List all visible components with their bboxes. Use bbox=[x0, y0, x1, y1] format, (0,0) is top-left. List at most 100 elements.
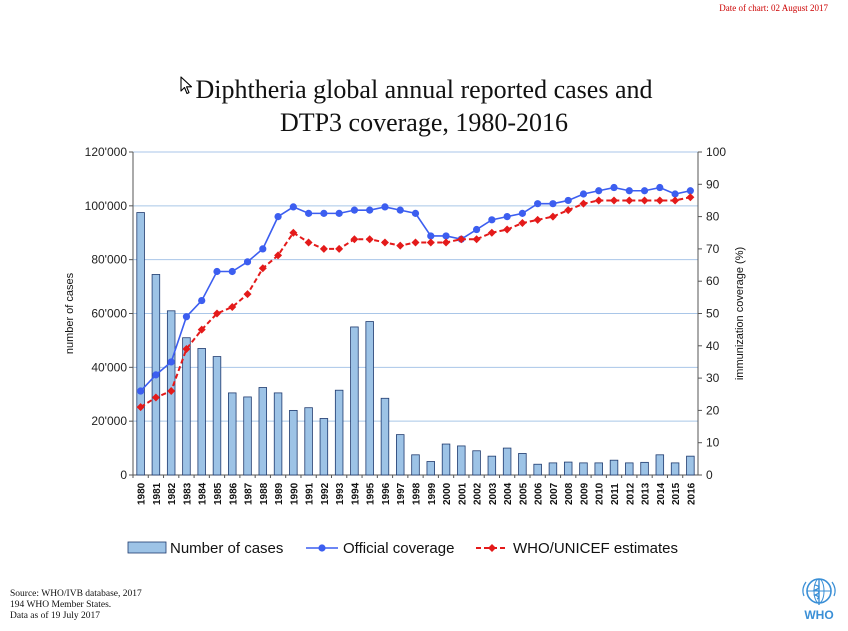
x-tick-label: 1984 bbox=[198, 482, 209, 505]
estimates-marker bbox=[503, 225, 512, 234]
official-coverage-marker bbox=[198, 296, 206, 305]
bar bbox=[350, 326, 359, 476]
y-tick-label: 100'000 bbox=[85, 199, 128, 213]
bar bbox=[625, 462, 634, 476]
x-tick-label: 2003 bbox=[488, 482, 499, 505]
official-coverage-marker bbox=[686, 187, 694, 195]
estimates-marker bbox=[564, 206, 573, 215]
estimates-line bbox=[140, 196, 691, 409]
official-coverage-marker bbox=[534, 200, 542, 208]
legend-swatch-cases bbox=[127, 541, 167, 554]
estimates-marker bbox=[548, 212, 557, 221]
bar bbox=[686, 455, 695, 476]
official-coverage-marker bbox=[137, 387, 145, 395]
x-tick-label: 1996 bbox=[381, 482, 392, 505]
estimates-marker bbox=[625, 196, 634, 205]
official-coverage-marker bbox=[656, 183, 664, 192]
y2-tick-label: 40 bbox=[706, 339, 720, 353]
estimates-marker bbox=[655, 196, 664, 205]
official-coverage-marker bbox=[350, 206, 359, 214]
x-tick-label: 1987 bbox=[244, 482, 255, 505]
x-tick-label: 2012 bbox=[625, 482, 636, 505]
bar bbox=[289, 409, 298, 476]
y2-tick-label: 60 bbox=[706, 274, 720, 288]
source-line-2: 194 WHO Member States. bbox=[10, 600, 112, 610]
estimates-marker bbox=[426, 238, 435, 247]
bar bbox=[258, 387, 268, 476]
official-coverage-marker bbox=[640, 187, 649, 195]
estimates-marker bbox=[212, 309, 221, 318]
source-line-1: Source: WHO/IVB database, 2017 bbox=[10, 589, 142, 599]
bar bbox=[441, 443, 451, 476]
x-tick-label: 1994 bbox=[350, 482, 361, 505]
bar bbox=[319, 418, 329, 476]
estimates-marker bbox=[167, 387, 176, 396]
bar bbox=[670, 462, 680, 476]
x-tick-label: 1983 bbox=[182, 482, 193, 505]
y2-tick-label: 50 bbox=[706, 307, 720, 321]
bar bbox=[457, 445, 466, 476]
estimates-marker bbox=[442, 238, 451, 247]
x-tick-label: 2005 bbox=[518, 482, 529, 505]
x-tick-label: 2015 bbox=[671, 482, 682, 505]
official-coverage-marker bbox=[595, 187, 603, 195]
bar bbox=[243, 396, 252, 476]
legend-label-estimates: WHO/UNICEF estimates bbox=[513, 540, 678, 557]
estimates-marker bbox=[396, 241, 405, 250]
legend-swatch-official-marker bbox=[318, 544, 326, 552]
x-tick-label: 1999 bbox=[427, 482, 438, 505]
bar bbox=[518, 453, 527, 476]
official-coverage-marker bbox=[427, 232, 435, 240]
estimates-marker bbox=[289, 228, 298, 237]
official-coverage-marker bbox=[335, 209, 343, 217]
bar bbox=[411, 454, 420, 476]
official-coverage-marker bbox=[579, 190, 588, 198]
estimates-marker bbox=[380, 238, 389, 247]
bar bbox=[228, 392, 237, 476]
bar bbox=[212, 356, 222, 476]
estimates-marker bbox=[472, 235, 481, 244]
x-tick-label: 1985 bbox=[213, 482, 224, 505]
official-coverage-marker bbox=[305, 209, 313, 217]
bar bbox=[380, 397, 390, 476]
bar bbox=[334, 389, 344, 476]
bar bbox=[365, 321, 374, 476]
x-tick-label: 1992 bbox=[320, 482, 331, 505]
official-coverage-line bbox=[140, 186, 691, 392]
y-tick-label: 20'000 bbox=[91, 414, 127, 428]
y-tick-label: 60'000 bbox=[91, 307, 127, 321]
y2-tick-label: 70 bbox=[706, 242, 720, 256]
bar bbox=[426, 461, 435, 476]
estimates-marker bbox=[487, 228, 496, 237]
official-coverage-marker bbox=[274, 213, 282, 221]
official-coverage-marker bbox=[289, 203, 297, 211]
bar bbox=[396, 434, 405, 476]
estimates-marker bbox=[335, 244, 344, 253]
bar bbox=[472, 450, 481, 476]
source-note: Source: WHO/IVB database, 2017 194 WHO M… bbox=[10, 589, 142, 622]
y2-tick-label: 30 bbox=[706, 371, 720, 385]
estimates-marker bbox=[457, 235, 466, 244]
x-tick-label: 1982 bbox=[167, 482, 178, 505]
x-tick-label: 2006 bbox=[534, 482, 545, 505]
estimates-marker bbox=[136, 403, 145, 412]
x-tick-label: 1988 bbox=[259, 482, 270, 505]
x-tick-label: 2002 bbox=[473, 482, 484, 505]
y-tick-label: 80'000 bbox=[91, 253, 127, 267]
estimates-marker bbox=[319, 244, 328, 253]
x-tick-label: 1991 bbox=[305, 482, 316, 505]
estimates-marker bbox=[671, 196, 680, 205]
x-tick-label: 2001 bbox=[457, 482, 468, 505]
estimates-marker bbox=[533, 215, 542, 224]
estimates-marker bbox=[228, 303, 237, 312]
bar bbox=[533, 463, 542, 476]
y-tick-label: 40'000 bbox=[91, 360, 127, 374]
bar bbox=[304, 407, 313, 476]
estimates-marker bbox=[274, 251, 283, 260]
chart-title-line-1: Diphtheria global annual reported cases … bbox=[195, 75, 653, 104]
official-coverage-marker bbox=[228, 267, 236, 276]
official-coverage-marker bbox=[320, 209, 328, 217]
estimates-marker bbox=[686, 193, 695, 202]
y2-axis-title: immunization coverage (%) bbox=[734, 247, 746, 380]
